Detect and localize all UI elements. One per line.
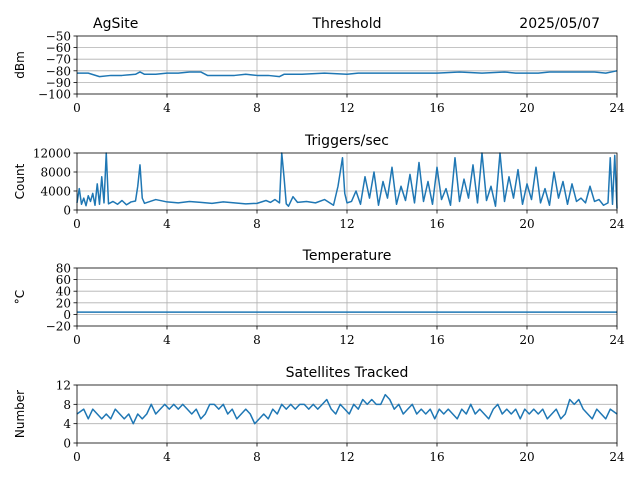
x-tick-label: 0	[73, 450, 81, 464]
x-tick-label: 20	[519, 217, 534, 231]
y-axis-label: Count	[13, 163, 27, 199]
chart-title: Satellites Tracked	[286, 365, 409, 381]
x-tick-label: 12	[339, 101, 354, 115]
x-tick-label: 20	[519, 450, 534, 464]
x-tick-label: 0	[73, 101, 81, 115]
chart-title: Triggers/sec	[304, 133, 389, 149]
y-tick-label: 4	[63, 417, 71, 431]
y-tick-label: 0	[63, 308, 71, 322]
y-axis-label: Number	[13, 390, 27, 438]
series-line	[77, 70, 618, 78]
date-label: 2025/05/07	[519, 16, 600, 32]
x-tick-label: 4	[163, 333, 171, 347]
y-tick-label: 12	[56, 379, 71, 393]
x-tick-label: 4	[163, 101, 171, 115]
x-tick-label: 8	[253, 333, 261, 347]
y-tick-label: −20	[46, 320, 71, 334]
y-tick-label: 12000	[33, 147, 71, 161]
x-tick-label: 4	[163, 217, 171, 231]
series-line	[76, 152, 618, 209]
x-tick-label: 4	[163, 450, 171, 464]
chart-title: Threshold	[312, 16, 382, 32]
y-tick-label: −70	[46, 53, 71, 67]
y-axis-label: °C	[13, 290, 27, 304]
y-tick-label: 0	[63, 437, 71, 451]
y-tick-label: 8	[63, 398, 71, 412]
x-tick-label: 16	[429, 101, 444, 115]
x-tick-label: 8	[253, 450, 261, 464]
y-tick-label: 0	[63, 204, 71, 218]
x-tick-label: 8	[253, 217, 261, 231]
y-tick-label: −80	[46, 64, 71, 78]
y-tick-label: 20	[56, 296, 71, 310]
x-tick-label: 24	[609, 333, 625, 347]
y-tick-label: −60	[46, 41, 71, 55]
x-tick-label: 8	[253, 101, 261, 115]
x-tick-label: 0	[73, 217, 81, 231]
y-tick-label: 40	[56, 285, 71, 299]
site-name: AgSite	[93, 16, 138, 32]
y-tick-label: 60	[56, 273, 71, 287]
y-tick-label: 8000	[40, 166, 71, 180]
x-tick-label: 24	[609, 101, 625, 115]
x-tick-label: 16	[429, 333, 444, 347]
chart-title: Temperature	[302, 248, 392, 264]
x-tick-label: 12	[339, 450, 354, 464]
x-tick-label: 24	[609, 450, 625, 464]
x-tick-label: 24	[609, 217, 625, 231]
y-axis-label: dBm	[13, 51, 27, 79]
y-tick-label: 4000	[40, 185, 71, 199]
x-tick-label: 16	[429, 217, 444, 231]
x-tick-label: 16	[429, 450, 444, 464]
y-tick-label: −100	[38, 88, 71, 102]
x-tick-label: 12	[339, 333, 354, 347]
series-line	[76, 393, 618, 425]
x-tick-label: 0	[73, 333, 81, 347]
y-tick-label: −90	[46, 76, 71, 90]
x-tick-label: 12	[339, 217, 354, 231]
x-tick-label: 20	[519, 333, 534, 347]
y-tick-label: −50	[46, 30, 71, 44]
x-tick-label: 20	[519, 101, 534, 115]
y-tick-label: 80	[56, 262, 71, 276]
